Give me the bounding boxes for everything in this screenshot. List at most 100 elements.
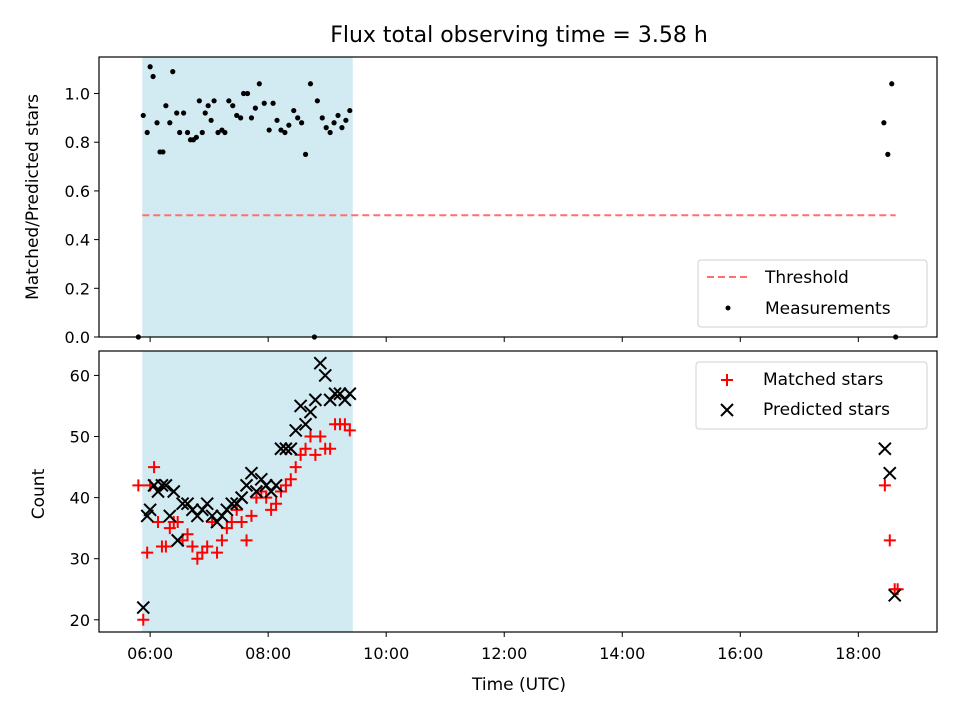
bottom-panel: 20 30 40 50 60 06:00 08:00 10:00 12:00 14:00 16:00… (70, 350, 938, 663)
measurement-point (266, 127, 272, 133)
predicted-star-point (883, 466, 897, 480)
measurement-point (252, 105, 258, 111)
measurement-point (205, 103, 211, 109)
predicted-star-point (279, 442, 293, 456)
measurement-point (180, 110, 187, 116)
y-tick-label: 60 (70, 366, 90, 385)
matched-star-point (163, 522, 176, 535)
x-tick-label: 12:00 (481, 644, 527, 663)
measurement-point (238, 115, 244, 121)
predicted-star-point (244, 466, 259, 480)
predicted-star-point (175, 497, 190, 511)
x-tick-label: 14:00 (599, 644, 645, 663)
matched-star-point (324, 442, 337, 455)
legend-matched-swatch (721, 374, 733, 386)
y-tick-label: 30 (70, 550, 90, 569)
measurement-point (174, 110, 180, 116)
measurement-point (211, 98, 217, 104)
matched-star-point (279, 479, 292, 492)
matched-star-point (309, 448, 322, 461)
y-tick-label: 1.0 (65, 85, 90, 104)
observing-window-shade (142, 57, 353, 337)
matched-star-point (186, 540, 199, 553)
predicted-star-point (878, 442, 892, 456)
x-tick-label: 06:00 (127, 644, 173, 663)
measurement-point (208, 117, 214, 123)
predicted-star-point (298, 417, 313, 432)
predicted-star-point (293, 399, 308, 413)
matched-star-point (152, 516, 165, 529)
matched-star-point (883, 534, 896, 547)
predicted-star-point (308, 393, 323, 407)
measurement-point (347, 107, 353, 114)
matched-star-point (289, 461, 302, 474)
y-tick-label: 0.8 (65, 133, 90, 152)
y-tick-label: 40 (70, 489, 90, 508)
measurement-point (177, 129, 183, 136)
measurement-point (319, 115, 325, 121)
top-legend: Threshold Measurements (697, 259, 928, 328)
predicted-star-point (328, 387, 342, 401)
bottom-ylabel: Count (29, 468, 49, 519)
measurement-point (291, 107, 297, 114)
predicted-star-point (303, 405, 318, 419)
measurement-point (167, 120, 173, 126)
matched-star-point (265, 503, 278, 516)
measurement-point (184, 129, 191, 136)
measurement-point (335, 112, 341, 119)
x-tick-label: 10:00 (363, 644, 409, 663)
measurement-point (327, 129, 333, 136)
predicted-star-point (170, 533, 185, 548)
legend-matched-label: Matched stars (763, 370, 883, 390)
measurement-point (881, 120, 887, 126)
measurement-point (226, 98, 232, 104)
predicted-star-point (284, 442, 298, 456)
bottom-xlabel: Time (UTC) (471, 675, 566, 695)
measurement-point (234, 112, 240, 119)
matched-star-point (201, 540, 214, 553)
matched-star-point (235, 516, 248, 529)
measurement-point (199, 129, 205, 136)
matched-star-point (240, 534, 253, 547)
measurement-point (147, 64, 153, 70)
matched-star-point (270, 497, 283, 510)
measurement-point (299, 120, 305, 126)
matched-star-point (284, 473, 297, 486)
predicted-star-point (887, 588, 902, 603)
matched-star-point (314, 430, 327, 443)
measurement-point (885, 151, 891, 157)
matched-star-point (878, 479, 891, 492)
x-tick-label: 08:00 (245, 644, 291, 663)
measurement-point (154, 120, 160, 126)
legend-predicted-label: Predicted stars (763, 400, 890, 420)
matched-star-point (141, 546, 154, 559)
y-tick-label: 20 (70, 611, 90, 630)
y-tick-label: 0.2 (65, 279, 90, 298)
bottom-legend-frame (695, 361, 928, 430)
predicted-star-point (163, 509, 177, 523)
measurement-point (274, 117, 280, 123)
predicted-star-point (274, 442, 288, 456)
measurement-point (222, 129, 228, 136)
measurement-point (215, 129, 221, 136)
measurement-point (889, 81, 895, 87)
legend-predicted-swatch (720, 403, 734, 417)
predicted-star-point (269, 478, 283, 493)
measurement-point (282, 129, 288, 136)
y-tick-label: 0.6 (65, 182, 90, 201)
measurement-point (248, 115, 255, 121)
predicted-star-point (155, 478, 169, 493)
matched-star-point (132, 479, 145, 492)
measurement-point (278, 127, 284, 133)
measurement-point (295, 115, 301, 121)
top-panel: 0.0 0.2 0.4 0.6 0.8 1.0 (65, 56, 938, 347)
matched-star-point (137, 613, 150, 626)
predicted-star-point (234, 490, 249, 505)
matched-star-point (159, 540, 172, 553)
matched-star-point (196, 546, 209, 559)
measurement-point (196, 98, 202, 104)
measurement-point (230, 103, 236, 109)
bottom-axes-frame (98, 350, 938, 633)
measurement-point (160, 149, 166, 155)
top-legend-frame (697, 259, 928, 328)
